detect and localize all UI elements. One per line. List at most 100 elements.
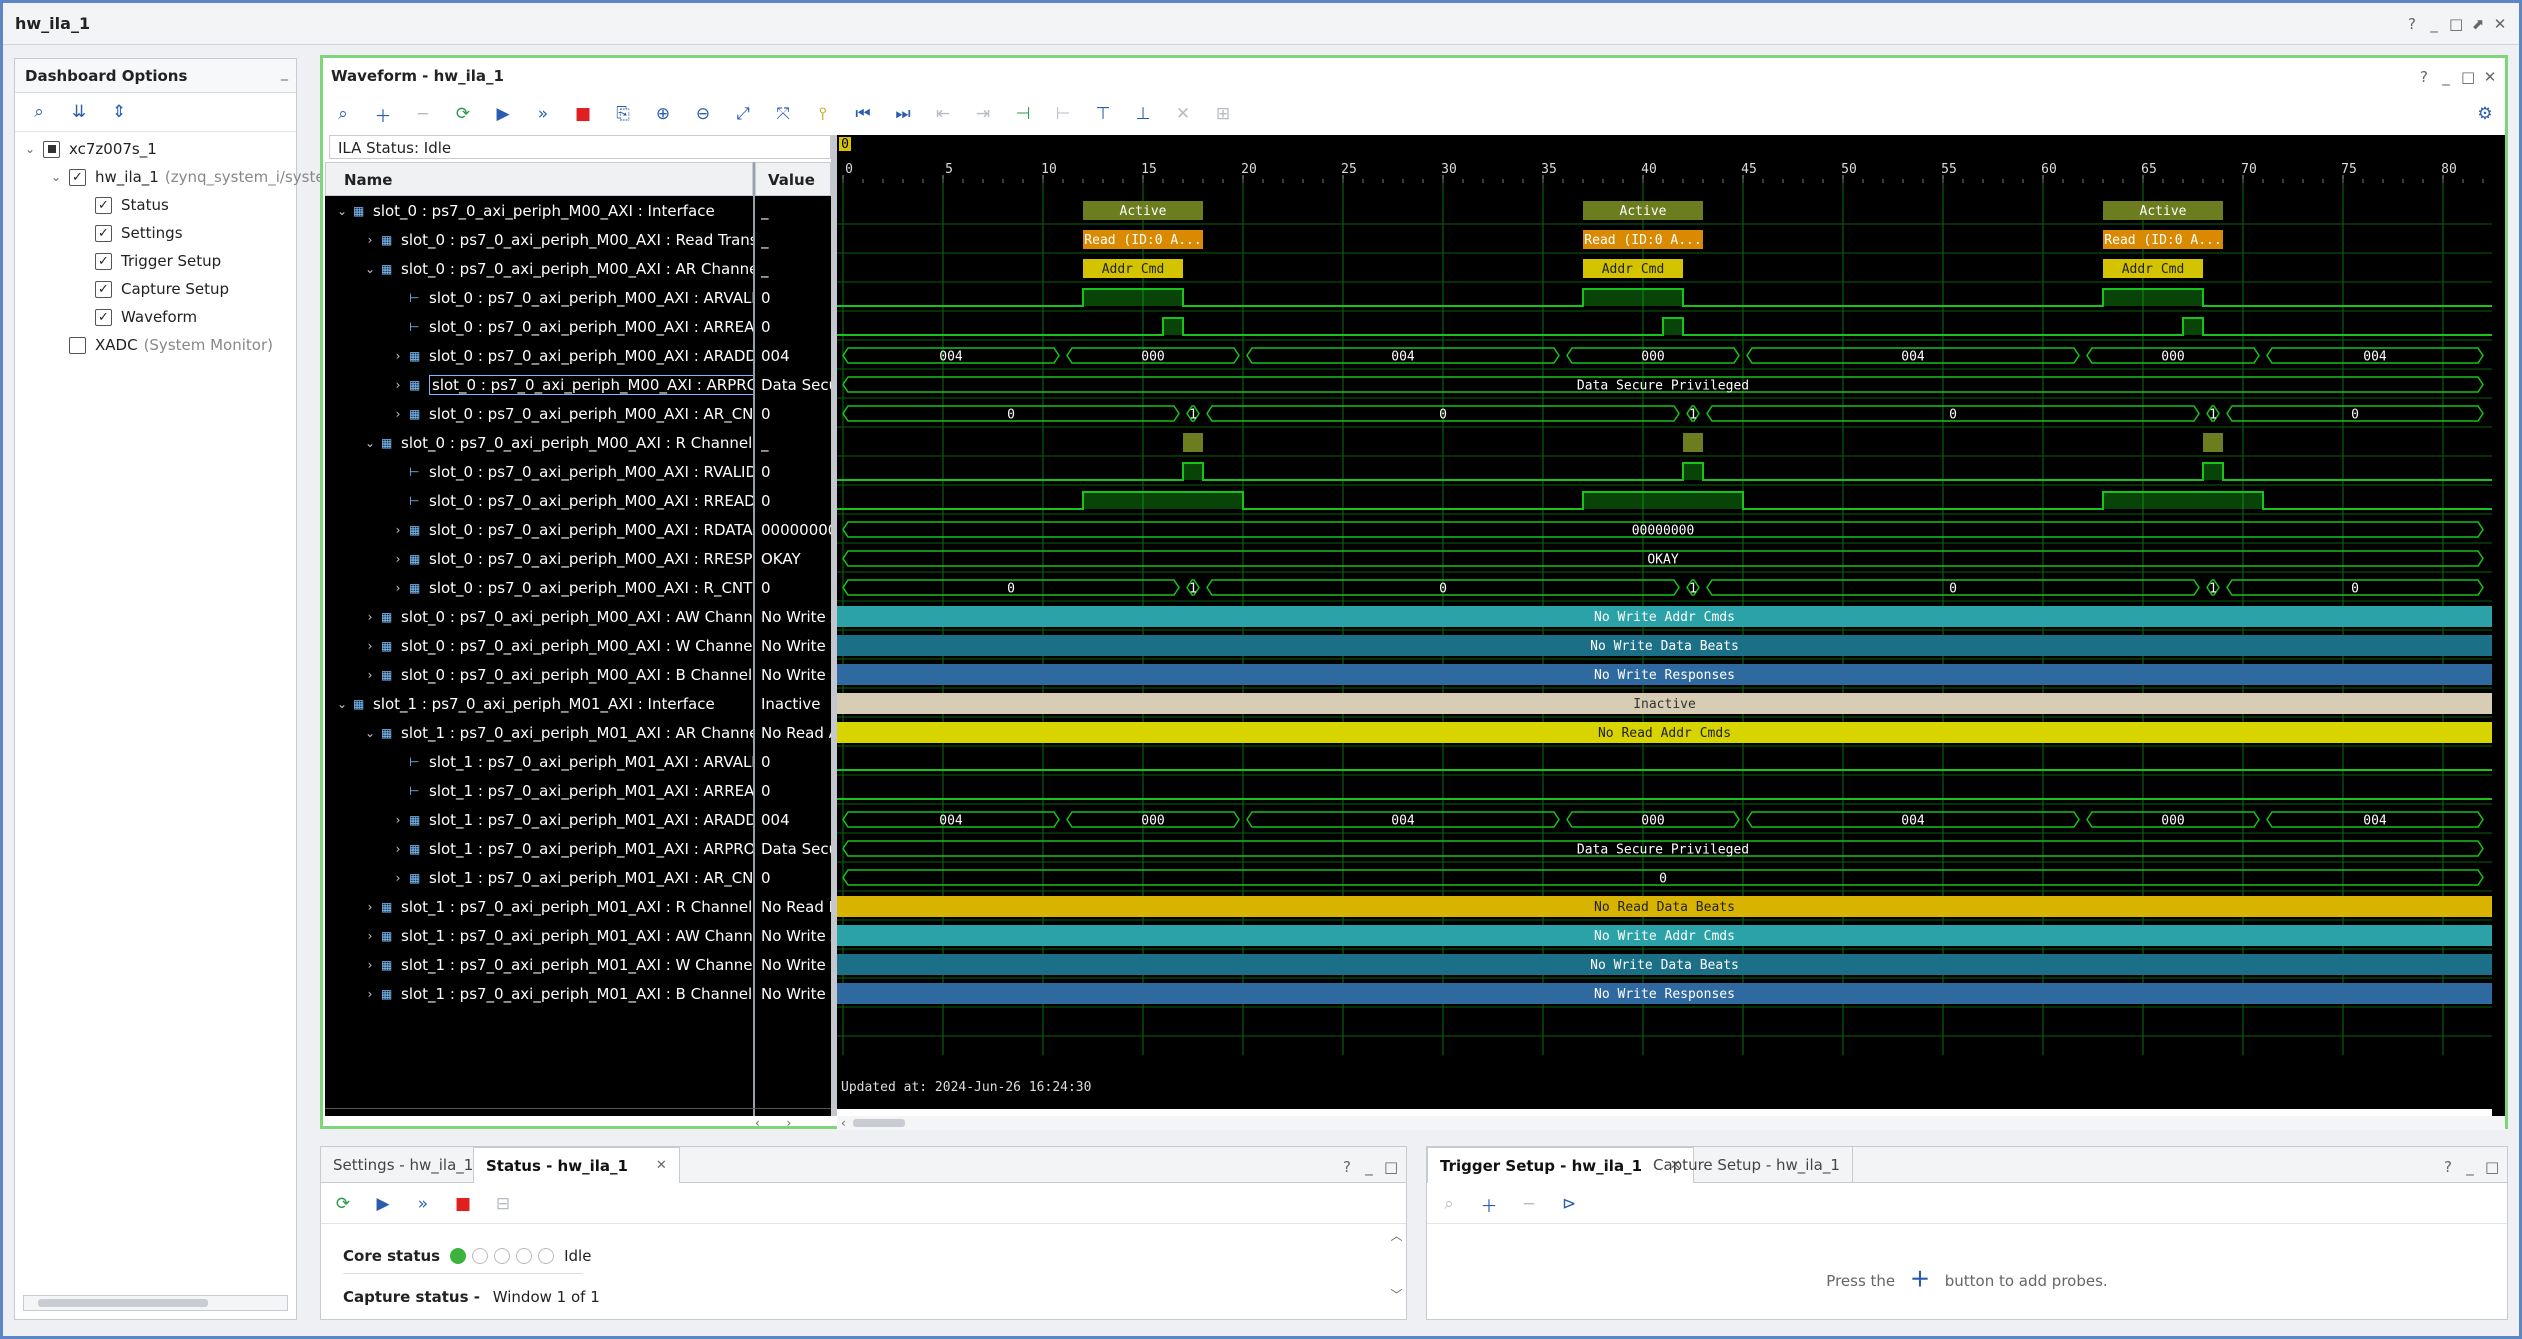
tree-checkbox[interactable]: ✓ [95,280,112,298]
signal-row[interactable]: ⌄ ▦ slot_1 : ps7_0_axi_periph_M01_AXI : AR… [325,718,763,747]
next-marker-icon[interactable]: ⊤ [1095,104,1111,124]
signal-row[interactable]: ⌄ ▦ slot_0 : ps7_0_axi_periph_M00_AXI : R … [325,428,752,457]
signal-row[interactable]: › ▦ slot_0 : ps7_0_axi_periph_M00_AXI : B … [325,660,753,689]
next-transition-icon[interactable]: ⇥ [975,104,991,124]
signal-row[interactable]: › ▦ slot_1 : ps7_0_axi_periph_M01_AXI : AR… [325,863,763,892]
close-icon[interactable]: ✕ [2483,68,2497,86]
minimize-icon[interactable]: _ [2430,15,2438,33]
expand-chevron-icon[interactable]: › [367,986,373,1001]
collapse-all-icon[interactable]: ⇊ [71,102,87,122]
maximize-icon[interactable]: □ [2461,68,2476,86]
tree-checkbox[interactable]: ✓ [69,168,86,186]
expand-chevron-icon[interactable]: › [395,522,401,537]
run-trigger-immediate-icon[interactable]: ⟳ [455,104,471,124]
expand-chevron-icon[interactable]: › [395,580,401,595]
help-icon[interactable]: ? [2420,68,2428,86]
waveform-horizontal-scrollbar[interactable]: ‹ [837,1116,2505,1130]
signal-row[interactable]: › ▦ slot_1 : ps7_0_axi_periph_M01_AXI : B … [325,979,753,1008]
signal-row[interactable]: › ▦ slot_0 : ps7_0_axi_periph_M00_AXI : AW… [325,602,767,631]
maximize-icon[interactable]: □ [2449,15,2464,33]
tree-item[interactable]: ⌄ xc7z007s_1 [23,135,157,163]
signal-row[interactable]: › ▦ slot_1 : ps7_0_axi_periph_M01_AXI : AR… [325,834,765,863]
signal-row[interactable]: ⊢ slot_0 : ps7_0_axi_periph_M00_AXI : RRE… [325,486,764,515]
help-icon[interactable]: ? [2444,1158,2452,1176]
signal-row[interactable]: › ▦ slot_1 : ps7_0_axi_periph_M01_AXI : AW… [325,921,767,950]
search-icon[interactable]: ⌕ [338,104,348,124]
run-trigger-immediate-icon[interactable]: ⟳ [335,1194,351,1214]
tree-item[interactable]: XADC (System Monitor) [49,331,273,359]
signal-row[interactable]: › ▦ slot_1 : ps7_0_axi_periph_M01_AXI : AR… [325,805,768,834]
signal-row[interactable]: › ▦ slot_0 : ps7_0_axi_periph_M00_AXI : W … [325,631,757,660]
float-icon[interactable]: ⬈ [2471,15,2485,33]
minimize-icon[interactable]: _ [1365,1158,1373,1176]
signal-row[interactable]: ⊢ slot_0 : ps7_0_axi_periph_M00_AXI : ARR… [325,312,774,341]
search-icon[interactable]: ⌕ [1444,1194,1454,1214]
add-marker-icon[interactable]: ⊣ [1015,104,1031,124]
help-icon[interactable]: ? [1343,1158,1351,1176]
expand-chevron-icon[interactable]: › [395,377,401,392]
remove-probe-icon[interactable]: − [1521,1194,1537,1214]
signal-row[interactable]: ⊢ slot_0 : ps7_0_axi_periph_M00_AXI : RVA… [325,457,757,486]
search-icon[interactable]: ⌕ [34,102,44,122]
expand-chevron-icon[interactable]: › [367,609,373,624]
expand-all-icon[interactable]: ⇕ [111,102,127,122]
signal-row[interactable]: › ▦ slot_0 : ps7_0_axi_periph_M00_AXI : Re… [325,225,812,254]
signal-row[interactable]: › ▦ slot_1 : ps7_0_axi_periph_M01_AXI : W … [325,950,757,979]
swap-cursors-icon[interactable]: ⊥ [1135,104,1151,124]
signal-row[interactable]: ⊢ slot_1 : ps7_0_axi_periph_M01_AXI : ARV… [325,747,767,776]
expand-chevron-icon[interactable]: › [367,667,373,682]
zoom-fit-icon[interactable]: ⤢ [736,104,750,124]
prev-marker-icon[interactable]: ⊢ [1055,104,1071,124]
expand-chevron-icon[interactable]: › [367,957,373,972]
expand-chevron-icon[interactable]: ⌄ [364,725,376,740]
help-icon[interactable]: ? [2408,15,2416,33]
tab-capture-setup[interactable]: Capture Setup - hw_ila_1 [1641,1147,1853,1183]
go-to-start-icon[interactable]: ⏮ [855,104,871,124]
chevron-icon[interactable]: ⌄ [24,142,36,156]
add-probe-icon[interactable]: ＋ [1480,1196,1498,1217]
tree-item[interactable]: ✓ Trigger Setup [75,247,221,275]
zoom-in-icon[interactable]: ⊕ [655,104,671,124]
signal-row[interactable]: ⌄ ▦ slot_1 : ps7_0_axi_periph_M01_AXI : In… [325,689,715,718]
signal-row[interactable]: ⌄ ▦ slot_0 : ps7_0_axi_periph_M00_AXI : In… [325,196,715,225]
signal-row[interactable]: › ▦ slot_0 : ps7_0_axi_periph_M00_AXI : AR… [325,399,763,428]
signal-row[interactable]: ⊢ slot_1 : ps7_0_axi_periph_M01_AXI : ARR… [325,776,774,805]
signal-row[interactable]: › ▦ slot_0 : ps7_0_axi_periph_M00_AXI : RD… [325,515,753,544]
tree-item[interactable]: ✓ Settings [75,219,183,247]
name-column-header[interactable]: Name [325,162,753,196]
tree-item[interactable]: ✓ Capture Setup [75,275,229,303]
stop-icon[interactable]: ■ [574,104,592,124]
add-icon[interactable]: ＋ [374,106,392,127]
tree-item[interactable]: ⌄ ✓ hw_ila_1 (zynq_system_i/syster [49,163,331,191]
expand-chevron-icon[interactable]: › [395,551,401,566]
expand-chevron-icon[interactable]: ⌄ [336,696,348,711]
signal-row[interactable]: › ▦ slot_0 : ps7_0_axi_periph_M00_AXI : AR… [325,341,768,370]
tab-settings[interactable]: Settings - hw_ila_1 [333,1156,474,1174]
tab-status[interactable]: Status - hw_ila_1 ✕ [473,1147,680,1183]
status-scrollbar[interactable]: ︿ ﹀ [1390,1229,1403,1302]
settings-gear-icon[interactable]: ⚙ [2477,104,2493,124]
tree-checkbox[interactable]: ✓ [95,252,112,270]
expand-chevron-icon[interactable]: › [367,899,373,914]
tree-checkbox[interactable]: ✓ [95,308,112,326]
minimize-icon[interactable]: _ [2466,1158,2474,1176]
prev-transition-icon[interactable]: ⇤ [935,104,951,124]
trigger-condition-icon[interactable]: ⊳ [1561,1194,1577,1214]
signal-row[interactable]: › ▦ slot_0 : ps7_0_axi_periph_M00_AXI : AR… [325,370,771,399]
stop-icon[interactable]: ■ [454,1194,472,1214]
run-trigger-icon[interactable]: ▶ [376,1194,390,1214]
signal-row[interactable]: ⌄ ▦ slot_0 : ps7_0_axi_periph_M00_AXI : AR… [325,254,763,283]
pane-splitter[interactable] [831,135,837,1116]
signal-row[interactable]: ⊢ slot_0 : ps7_0_axi_periph_M00_AXI : ARV… [325,283,767,312]
delete-markers-icon[interactable]: ✕ [1175,104,1191,124]
maximize-icon[interactable]: □ [2485,1158,2500,1176]
tree-checkbox[interactable]: ✓ [95,196,112,214]
run-trigger-icon[interactable]: ▶ [496,104,510,124]
column-divider[interactable] [753,162,755,1116]
auto-retrigger-icon[interactable]: » [417,1194,429,1214]
expand-chevron-icon[interactable]: › [395,870,401,885]
signal-row[interactable]: › ▦ slot_1 : ps7_0_axi_periph_M01_AXI : R … [325,892,753,921]
cursor-icon[interactable]: ⤧ [776,104,790,124]
value-column-header[interactable]: Value [755,162,831,196]
minimize-icon[interactable]: _ [2442,68,2450,86]
